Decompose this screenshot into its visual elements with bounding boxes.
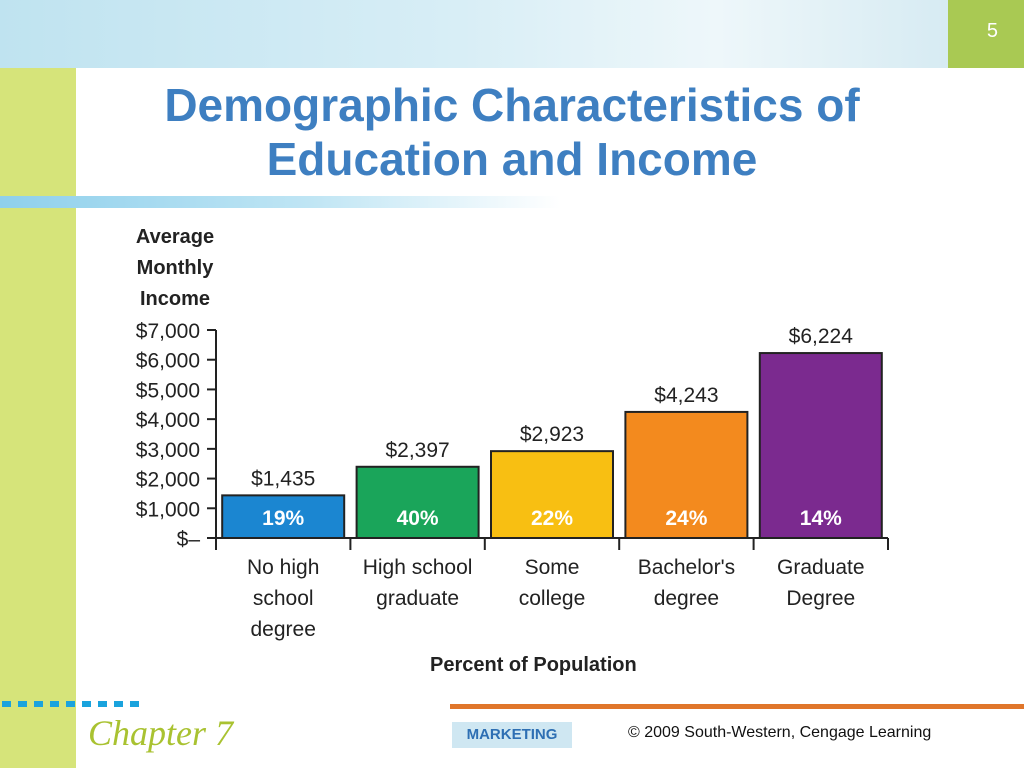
x-category-label: No high — [247, 556, 319, 579]
y-tick-label: $– — [177, 528, 201, 551]
bar-value-label: $2,923 — [520, 423, 584, 446]
y-axis-title-line: Average — [135, 226, 215, 248]
footer-dot — [50, 701, 59, 707]
x-category-label: Degree — [786, 587, 855, 610]
y-tick-label: $6,000 — [136, 350, 200, 373]
footer-dot — [98, 701, 107, 707]
bar-percent-label: 19% — [262, 507, 304, 530]
bar-value-label: $4,243 — [654, 384, 718, 407]
bar-percent-label: 22% — [531, 507, 573, 530]
income-bar-chart: $– $1,000 $2,000 $3,000 $4,000 $5,000 $6,000 $7… — [136, 320, 889, 641]
footer-dot — [66, 701, 75, 707]
y-axis-title: Average Monthly Income — [120, 222, 230, 315]
x-category-label: degree — [251, 618, 316, 641]
x-category-label: Some — [525, 556, 580, 579]
footer-rule — [450, 704, 1024, 709]
x-axis-title: Percent of Population — [430, 654, 637, 676]
footer-dot — [34, 701, 43, 707]
copyright-notice: © 2009 South-Western, Cengage Learning — [628, 724, 932, 741]
footer-dots — [2, 701, 139, 707]
y-axis-title-line: Income — [139, 288, 211, 310]
x-category-label: Bachelor's — [638, 556, 735, 579]
slide-title-line-1: Demographic Characteristics of — [164, 79, 860, 131]
page-number: 5 — [986, 20, 998, 42]
y-axis-title-line: Monthly — [136, 257, 214, 279]
footer-dot — [130, 701, 139, 707]
y-tick-label: $7,000 — [136, 320, 200, 343]
chapter-label: Chapter 7 — [88, 713, 234, 753]
bar-percent-label: 24% — [665, 507, 707, 530]
left-accent-bar — [0, 0, 76, 768]
y-tick-label: $2,000 — [136, 469, 200, 492]
bar-percent-label: 40% — [397, 507, 439, 530]
top-banner — [0, 0, 1024, 68]
title-underline — [0, 196, 560, 208]
x-category-label: Graduate — [777, 556, 865, 579]
footer-dot — [2, 701, 11, 707]
footer-dot — [82, 701, 91, 707]
bar — [624, 410, 749, 539]
y-tick-label: $3,000 — [136, 439, 200, 462]
page-number-box: 5 — [948, 0, 1024, 68]
bar — [221, 494, 346, 539]
y-tick-label: $5,000 — [136, 379, 200, 402]
x-category-label: degree — [654, 587, 719, 610]
x-category-label: college — [519, 587, 586, 610]
x-category-label: school — [253, 587, 314, 610]
bar-value-label: $2,397 — [385, 439, 449, 462]
x-category-label: High school — [363, 556, 473, 579]
bar — [490, 450, 614, 539]
y-tick-label: $4,000 — [136, 409, 200, 432]
bar-value-label: $6,224 — [789, 325, 854, 348]
slide-title-line-2: Education and Income — [266, 133, 758, 185]
x-category-label: graduate — [376, 587, 459, 610]
bar-percent-label: 14% — [800, 507, 842, 530]
footer-dot — [18, 701, 27, 707]
slide-title: Demographic Characteristics of Education… — [76, 78, 948, 186]
bar — [758, 352, 883, 539]
footer-dot — [114, 701, 123, 707]
y-tick-label: $1,000 — [136, 498, 200, 521]
bar-value-label: $1,435 — [251, 467, 315, 490]
marketing-badge: MARKETING — [452, 722, 572, 748]
bar — [355, 465, 480, 540]
